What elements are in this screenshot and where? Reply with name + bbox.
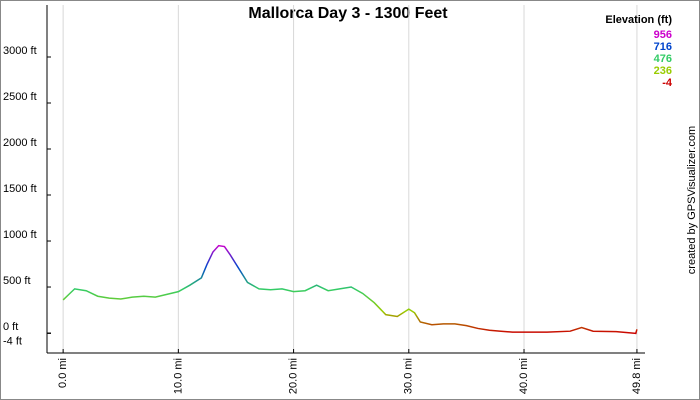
- y-tick-label: 3000 ft: [3, 45, 37, 57]
- legend-title: Elevation (ft): [605, 14, 672, 26]
- legend-item: 716: [654, 41, 672, 53]
- legend-item: -4: [662, 77, 673, 89]
- x-tick-label: 0.0 mi: [57, 358, 69, 388]
- legend-item: 236: [654, 65, 672, 77]
- x-tick-label: 30.0 mi: [403, 358, 415, 394]
- y-tick-label: 2000 ft: [3, 137, 37, 149]
- credit: created by GPSVisualizer.com: [686, 126, 698, 274]
- y-tick-label: 500 ft: [3, 275, 31, 287]
- x-tick-label: 20.0 mi: [287, 358, 299, 394]
- legend-item: 956: [654, 29, 672, 41]
- y-tick-label: 0 ft: [3, 321, 18, 333]
- x-tick-label: 49.8 mi: [631, 358, 643, 394]
- y-tick-label: 2500 ft: [3, 91, 37, 103]
- legend-item: 476: [654, 53, 672, 65]
- y-tick-label: 1000 ft: [3, 229, 37, 241]
- y-tick-label: -4 ft: [3, 335, 22, 347]
- chart-title: Mallorca Day 3 - 1300 Feet: [248, 5, 448, 22]
- y-tick-label: 1500 ft: [3, 183, 37, 195]
- x-tick-label: 40.0 mi: [518, 358, 530, 394]
- elevation-line: [62, 244, 638, 335]
- x-tick-label: 10.0 mi: [172, 358, 184, 394]
